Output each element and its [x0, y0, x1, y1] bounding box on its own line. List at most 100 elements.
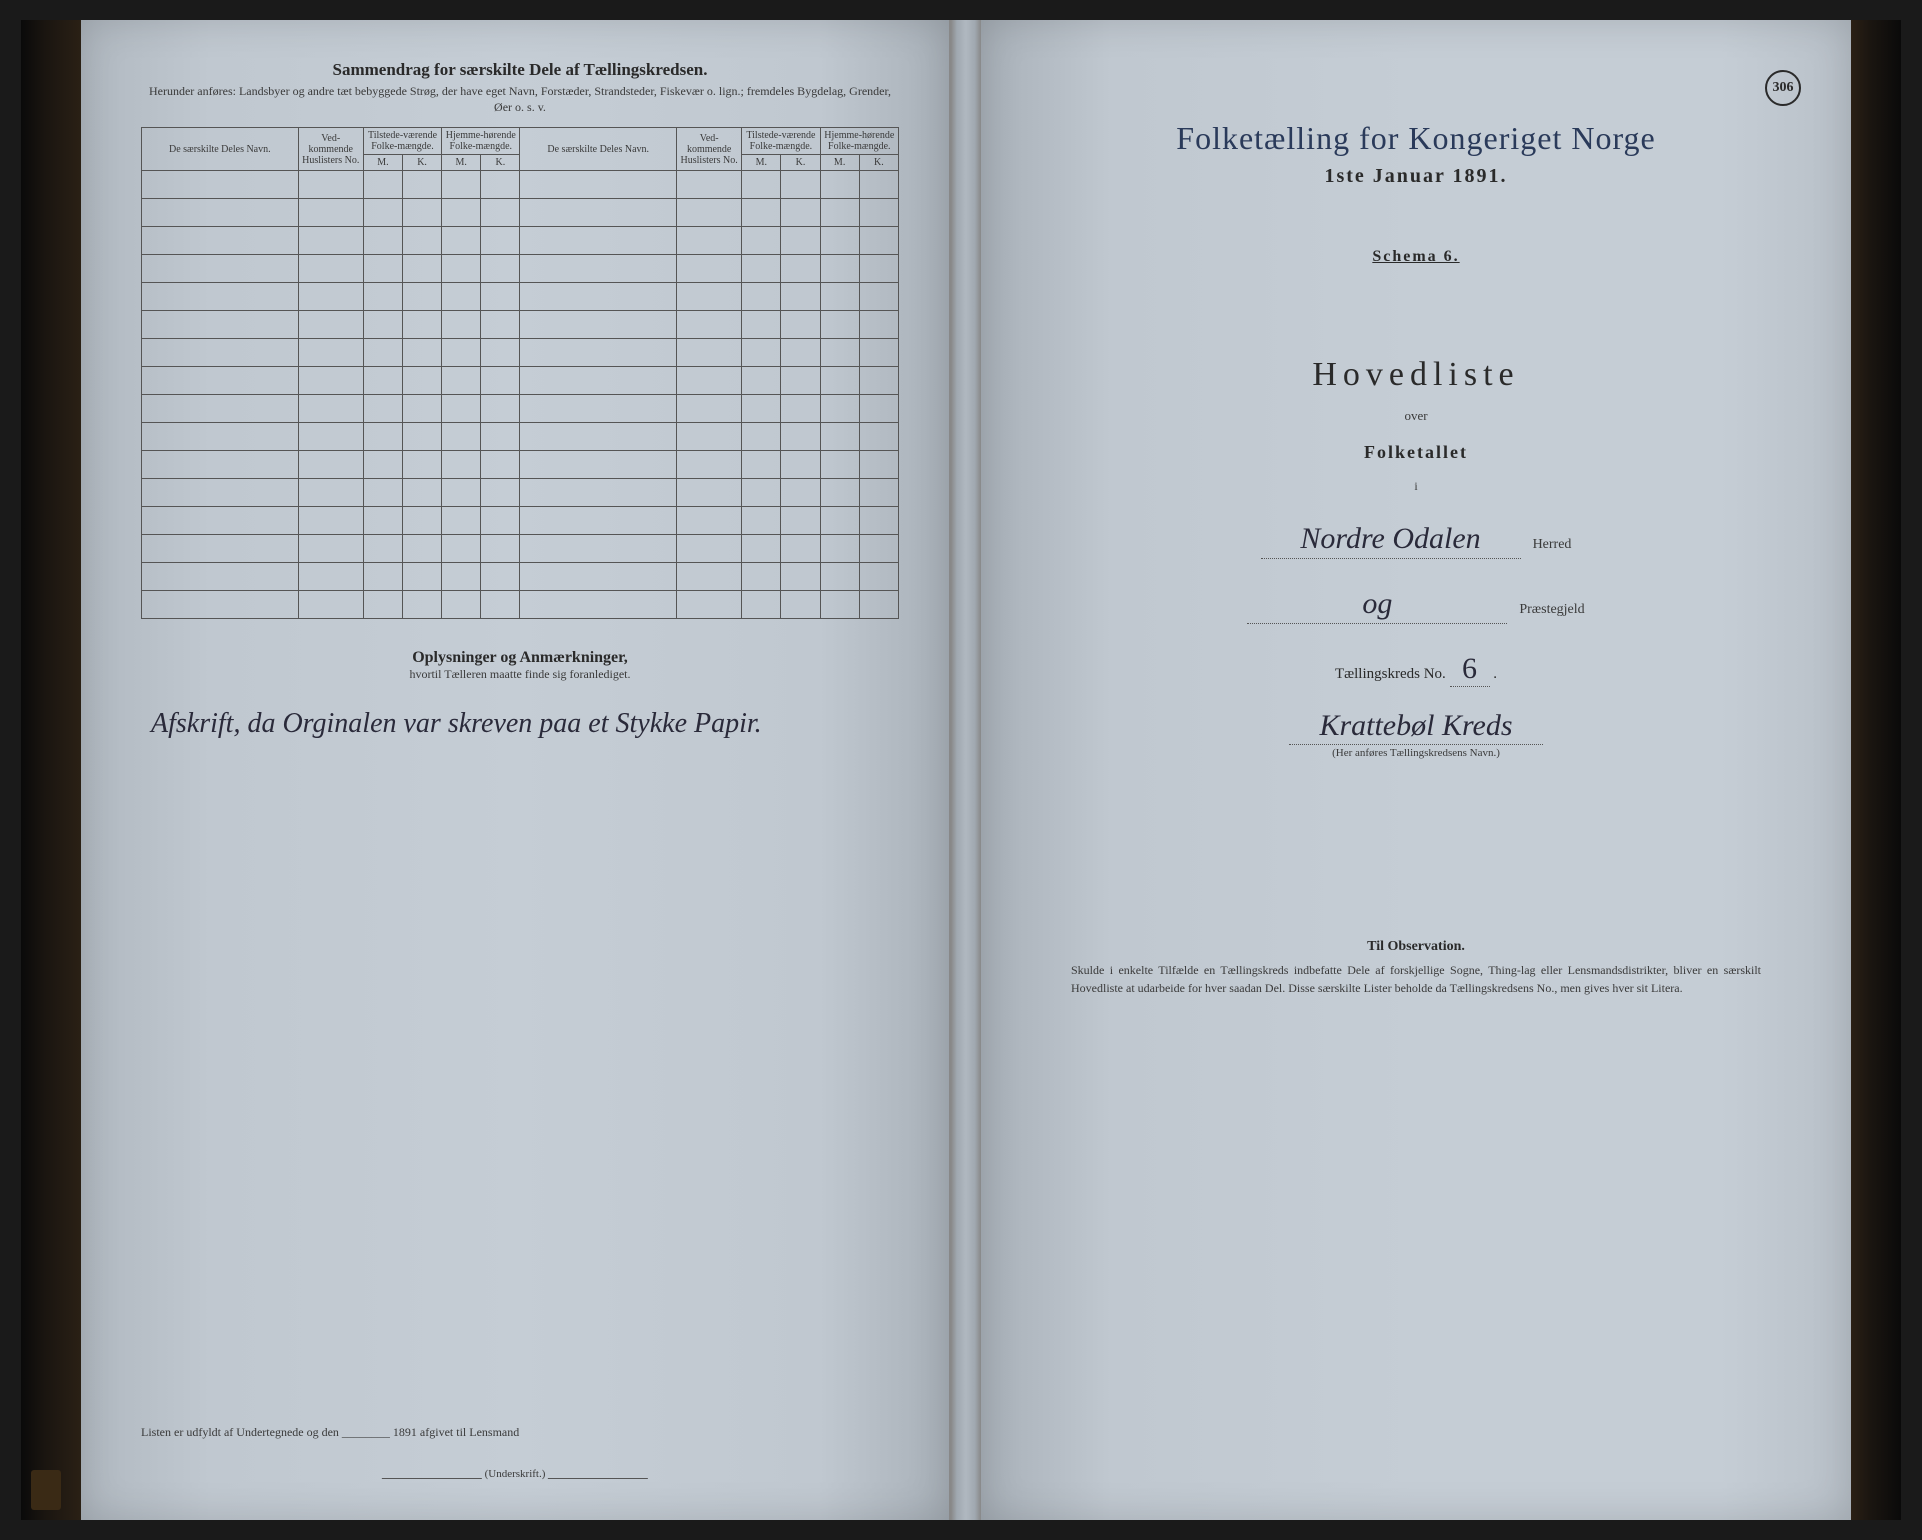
table-cell	[403, 255, 442, 283]
table-cell	[403, 171, 442, 199]
page-right: 306 Folketælling for Kongeriget Norge 1s…	[981, 20, 1851, 1520]
table-cell	[298, 507, 363, 535]
table-cell	[298, 367, 363, 395]
table-cell	[403, 563, 442, 591]
table-cell	[742, 591, 781, 619]
table-cell	[742, 283, 781, 311]
col-home-2: Hjemme-hørende Folke-mængde.	[820, 128, 898, 155]
table-cell	[781, 227, 820, 255]
table-cell	[859, 255, 898, 283]
table-cell	[677, 535, 742, 563]
table-row	[142, 563, 899, 591]
page-number: 306	[1765, 70, 1801, 106]
table-cell	[820, 367, 859, 395]
table-cell	[520, 479, 677, 507]
table-cell	[442, 227, 481, 255]
table-cell	[363, 199, 402, 227]
census-date: 1ste Januar 1891.	[1061, 165, 1771, 188]
table-cell	[403, 451, 442, 479]
table-cell	[298, 395, 363, 423]
table-cell	[781, 395, 820, 423]
table-cell	[781, 563, 820, 591]
table-cell	[142, 311, 299, 339]
i-label: i	[1061, 479, 1771, 494]
table-cell	[742, 507, 781, 535]
table-cell	[742, 367, 781, 395]
table-cell	[820, 339, 859, 367]
table-cell	[520, 283, 677, 311]
table-cell	[859, 367, 898, 395]
table-cell	[442, 479, 481, 507]
signature-caption: (Underskrift.)	[485, 1468, 546, 1480]
table-cell	[859, 339, 898, 367]
binding-right	[1851, 20, 1901, 1520]
table-cell	[859, 423, 898, 451]
table-cell	[142, 171, 299, 199]
kreds-name: Krattebøl Kreds	[1289, 709, 1542, 745]
table-cell	[781, 171, 820, 199]
schema-label: Schema 6.	[1061, 248, 1771, 266]
table-cell	[403, 507, 442, 535]
signature-line	[382, 1478, 482, 1479]
table-cell	[298, 255, 363, 283]
table-cell	[481, 283, 520, 311]
table-cell	[142, 535, 299, 563]
table-cell	[481, 395, 520, 423]
table-cell	[677, 171, 742, 199]
table-cell	[520, 367, 677, 395]
table-cell	[859, 311, 898, 339]
table-cell	[298, 311, 363, 339]
table-cell	[677, 479, 742, 507]
signature-line	[548, 1478, 648, 1479]
table-cell	[677, 423, 742, 451]
observation-text: Skulde i enkelte Tilfælde en Tællingskre…	[1061, 961, 1771, 997]
table-cell	[363, 311, 402, 339]
col-present-2: Tilstede-værende Folke-mængde.	[742, 128, 820, 155]
col-name-2: De særskilte Deles Navn.	[520, 128, 677, 171]
table-cell	[742, 423, 781, 451]
table-cell	[781, 451, 820, 479]
table-cell	[520, 255, 677, 283]
table-row	[142, 171, 899, 199]
over-label: over	[1061, 408, 1771, 424]
table-cell	[442, 563, 481, 591]
kreds-label: Tællingskreds No.	[1335, 666, 1446, 682]
col-m: M.	[742, 155, 781, 171]
table-cell	[403, 395, 442, 423]
prestegjeld-label: Præstegjeld	[1519, 602, 1584, 618]
table-cell	[363, 507, 402, 535]
col-k: K.	[403, 155, 442, 171]
table-cell	[520, 171, 677, 199]
table-cell	[442, 171, 481, 199]
col-no-1: Ved-kommende Huslisters No.	[298, 128, 363, 171]
herred-row: Nordre Odalen Herred	[1061, 522, 1771, 559]
table-cell	[363, 563, 402, 591]
table-cell	[820, 591, 859, 619]
table-row	[142, 367, 899, 395]
table-cell	[781, 591, 820, 619]
table-cell	[781, 367, 820, 395]
table-cell	[363, 255, 402, 283]
table-cell	[742, 395, 781, 423]
table-row	[142, 339, 899, 367]
binding-tab	[31, 1470, 61, 1510]
table-row	[142, 227, 899, 255]
table-cell	[781, 507, 820, 535]
table-cell	[742, 451, 781, 479]
signature-label: (Underskrift.)	[382, 1468, 648, 1480]
table-cell	[677, 199, 742, 227]
kreds-caption: (Her anføres Tællingskredsens Navn.)	[1061, 747, 1771, 759]
census-title: Folketælling for Kongeriget Norge	[1061, 120, 1771, 157]
table-cell	[781, 339, 820, 367]
notes-title: Oplysninger og Anmærkninger,	[141, 649, 899, 667]
table-cell	[481, 199, 520, 227]
table-cell	[363, 395, 402, 423]
table-cell	[859, 591, 898, 619]
table-cell	[742, 311, 781, 339]
table-cell	[520, 423, 677, 451]
table-cell	[363, 283, 402, 311]
table-cell	[781, 283, 820, 311]
table-cell	[859, 283, 898, 311]
prestegjeld-row: og Præstegjeld	[1061, 587, 1771, 624]
table-cell	[520, 395, 677, 423]
